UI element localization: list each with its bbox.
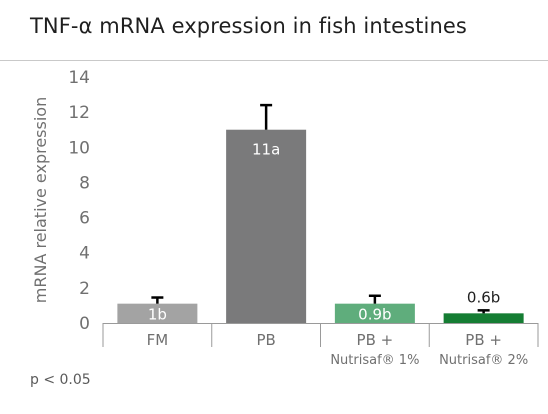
bar-data-label: 1b <box>148 305 167 323</box>
x-tick-label-line2: Nutrisaf® 1% <box>330 353 419 368</box>
y-tick-label: 12 <box>68 103 90 123</box>
x-tick-label: PB + <box>357 331 394 349</box>
title-bar: TNF-α mRNA expression in fish intestines <box>0 0 548 61</box>
chart-title: TNF-α mRNA expression in fish intestines <box>30 14 467 38</box>
bar-data-label: 0.6b <box>467 288 500 306</box>
bar-data-label: 0.9b <box>358 305 391 323</box>
bar-data-label: 11a <box>252 141 280 159</box>
bar <box>117 303 198 323</box>
y-tick-label: 0 <box>79 314 90 334</box>
bar <box>334 303 415 323</box>
x-tick-label: FM <box>147 331 169 349</box>
y-tick-label: 14 <box>68 68 90 88</box>
y-tick-label: 10 <box>68 138 90 158</box>
x-tick-label: PB <box>256 331 275 349</box>
bar <box>443 313 524 323</box>
bar <box>226 129 307 323</box>
y-tick-label: 8 <box>79 173 90 193</box>
y-tick-label: 2 <box>79 279 90 299</box>
x-tick-label-line2: Nutrisaf® 2% <box>439 353 528 368</box>
y-tick-label: 4 <box>79 244 90 264</box>
y-axis-label: mRNA relative expression <box>31 97 50 303</box>
significance-footnote: p < 0.05 <box>30 372 91 388</box>
x-tick-label: PB + <box>465 331 502 349</box>
y-tick-label: 6 <box>79 209 90 229</box>
